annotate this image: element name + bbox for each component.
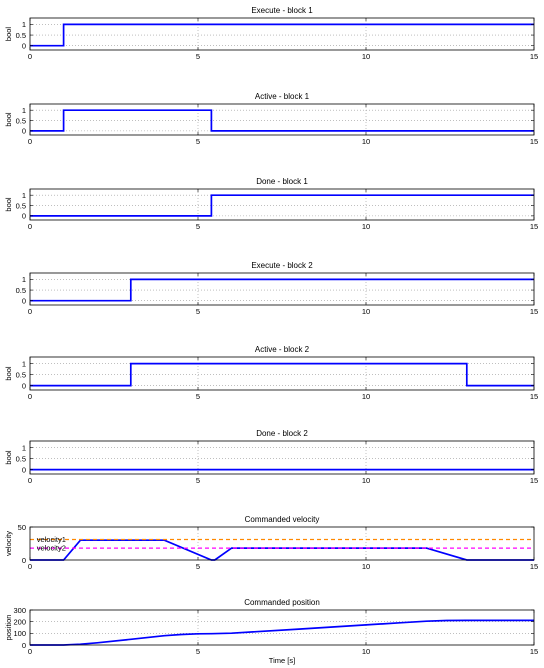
subplot-5: 0 5 10 15 0 0.5 1 Active - block 2 bool xyxy=(4,345,538,401)
series-line-1 xyxy=(30,619,534,646)
subplot-1: 0 5 10 15 0 0.5 1 Execute - block 1 bool xyxy=(4,6,538,61)
chart-title: Done - block 1 xyxy=(256,177,308,186)
series-line-1 xyxy=(30,539,534,561)
y-tick-label: 1 xyxy=(22,359,26,368)
x-tick-label: 10 xyxy=(362,392,370,401)
y-tick-label: 1 xyxy=(22,443,26,452)
y-tick-label: 0.5 xyxy=(16,370,26,379)
x-tick-label: 15 xyxy=(530,562,538,571)
x-axis-label: Time [s] xyxy=(269,656,295,665)
axes-frame xyxy=(29,526,535,561)
y-tick-label: 1 xyxy=(22,275,26,284)
y-tick-label: 0.5 xyxy=(16,201,26,210)
y-tick-label: 1 xyxy=(22,20,26,29)
x-tick-label: 0 xyxy=(28,562,32,571)
x-tick-label: 15 xyxy=(530,392,538,401)
y-tick-label: 0 xyxy=(22,212,26,221)
x-tick-label: 15 xyxy=(530,52,538,61)
chart-title: Active - block 2 xyxy=(255,345,310,354)
x-tick-label: 0 xyxy=(28,476,32,485)
x-tick-label: 5 xyxy=(196,562,200,571)
x-tick-label: 10 xyxy=(362,307,370,316)
chart-title: Active - block 1 xyxy=(255,92,310,101)
y-axis-label: velocity xyxy=(4,531,13,556)
x-tick-label: 10 xyxy=(362,222,370,231)
axes-frame xyxy=(29,103,535,136)
x-tick-label: 15 xyxy=(530,137,538,146)
y-tick-label: 200 xyxy=(13,617,26,626)
x-tick-label: 0 xyxy=(28,647,32,656)
series-line-1 xyxy=(30,194,534,217)
y-tick-label: 0 xyxy=(22,465,26,474)
y-tick-label: 0.5 xyxy=(16,286,26,295)
x-tick-label: 10 xyxy=(362,137,370,146)
y-axis-label: bool xyxy=(4,27,13,42)
chart-title: Commanded position xyxy=(244,598,320,607)
subplot-6: 0 5 10 15 0 0.5 1 Done - block 2 bool xyxy=(4,429,538,485)
y-tick-label: 0.5 xyxy=(16,116,26,125)
x-tick-label: 5 xyxy=(196,476,200,485)
series-line-1 xyxy=(30,362,534,387)
subplot-2: 0 5 10 15 0 0.51 Active - block 1 bool xyxy=(4,92,538,146)
x-tick-label: 0 xyxy=(28,137,32,146)
chart-title: Execute - block 2 xyxy=(251,261,313,270)
x-tick-label: 0 xyxy=(28,52,32,61)
chart-title: Done - block 2 xyxy=(256,429,308,438)
x-tick-label: 15 xyxy=(530,476,538,485)
series-line-1 xyxy=(30,278,534,302)
axes-frame xyxy=(29,440,535,475)
x-tick-label: 15 xyxy=(530,647,538,656)
x-tick-label: 10 xyxy=(362,476,370,485)
x-tick-label: 5 xyxy=(196,307,200,316)
x-tick-label: 15 xyxy=(530,222,538,231)
x-tick-label: 10 xyxy=(362,52,370,61)
y-tick-label: 0 xyxy=(22,297,26,306)
y-tick-label: 50 xyxy=(18,523,26,532)
y-tick-label: 0 xyxy=(22,42,26,51)
x-tick-label: 5 xyxy=(196,137,200,146)
y-axis-label: bool xyxy=(4,112,13,127)
y-tick-label: 0 xyxy=(22,381,26,390)
x-tick-label: 5 xyxy=(196,222,200,231)
x-tick-label: 10 xyxy=(362,562,370,571)
chart-title: Commanded velocity xyxy=(245,515,320,524)
annotation-label: velocity2 xyxy=(37,544,66,553)
y-tick-label: 0.5 xyxy=(16,31,26,40)
x-tick-label: 5 xyxy=(196,647,200,656)
subplot-3: 0 5 10 15 0 0.51 Done - block 1 bool xyxy=(4,177,538,231)
subplot-4: 0 5 10 15 0 0.5 1 Execute - block 2 xyxy=(16,261,539,316)
y-tick-label: 100 xyxy=(13,629,26,638)
axes-frame xyxy=(29,272,535,306)
y-tick-label: 0 xyxy=(22,556,26,565)
y-axis-label: position xyxy=(4,615,13,641)
y-tick-label: 1 xyxy=(22,106,26,115)
y-axis-label: bool xyxy=(4,197,13,212)
y-tick-label: 0.5 xyxy=(16,454,26,463)
x-tick-label: 0 xyxy=(28,307,32,316)
series-line-1 xyxy=(30,23,534,47)
x-tick-label: 0 xyxy=(28,392,32,401)
series-line-1 xyxy=(30,109,534,132)
y-tick-label: 0 xyxy=(22,641,26,650)
axes-frame xyxy=(29,188,535,221)
axes-frame xyxy=(29,356,535,391)
x-tick-label: 15 xyxy=(530,307,538,316)
y-axis-label: bool xyxy=(4,366,13,381)
axes-frame xyxy=(29,609,535,646)
chart-title: Execute - block 1 xyxy=(251,6,313,15)
y-tick-label: 1 xyxy=(22,191,26,200)
y-tick-label: 300 xyxy=(13,606,26,615)
x-tick-label: 5 xyxy=(196,392,200,401)
annotation-label: velocity1 xyxy=(37,535,66,544)
y-tick-label: 0 xyxy=(22,127,26,136)
x-tick-label: 0 xyxy=(28,222,32,231)
y-axis-label: bool xyxy=(4,450,13,465)
axes-frame xyxy=(29,17,535,51)
x-tick-label: 10 xyxy=(362,647,370,656)
x-tick-label: 5 xyxy=(196,52,200,61)
